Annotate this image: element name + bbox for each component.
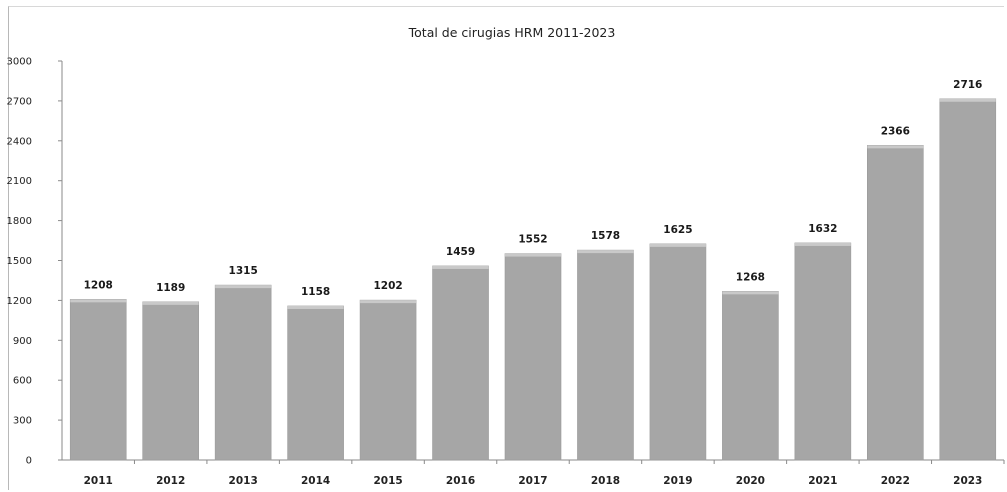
- bar-top-edge-2015: [360, 300, 417, 304]
- bar-2023: [939, 98, 997, 461]
- x-tick-label: 2011: [84, 475, 113, 487]
- bar-2016: [432, 265, 489, 461]
- chart-frame: [8, 6, 1004, 490]
- bar-2014: [287, 305, 344, 461]
- data-label-2011: 1208: [84, 279, 113, 291]
- y-tick-label: 2400: [7, 136, 32, 147]
- bar-top-edge-2013: [215, 285, 272, 289]
- x-tick-label: 2018: [591, 475, 620, 487]
- data-label-2016: 1459: [446, 246, 475, 258]
- bar-2012: [142, 301, 199, 461]
- y-tick-label: 1200: [7, 296, 32, 307]
- bars: [69, 98, 997, 461]
- x-tick-label: 2013: [229, 475, 258, 487]
- bar-top-edge-2023: [939, 98, 996, 102]
- y-tick-label: 2700: [7, 96, 32, 107]
- data-label-2020: 1268: [736, 271, 765, 283]
- y-axis-ticks: 0 300 600 900 1200 1500 1800 2100 2400 2700 3000: [7, 57, 62, 467]
- data-label-2021: 1632: [808, 223, 837, 235]
- bar-2013: [214, 284, 272, 461]
- bar-top-edge-2012: [142, 301, 199, 305]
- y-tick-label: 1500: [7, 256, 32, 267]
- bar-top-edge-2011: [70, 299, 127, 303]
- data-label-2018: 1578: [591, 230, 620, 242]
- bar-top-edge-2020: [722, 291, 779, 295]
- y-tick-label: 900: [13, 336, 32, 347]
- x-tick-label: 2021: [808, 475, 837, 487]
- y-tick-label: 2100: [7, 176, 32, 187]
- x-tick-label: 2014: [301, 475, 330, 487]
- x-axis-ticks: 2011 2012 2013 2014 2015 2016 2017 2018 2019 2020…: [84, 460, 1005, 487]
- y-tick-label: 600: [13, 376, 32, 387]
- bar-top-edge-2016: [432, 265, 489, 269]
- x-tick-label: 2017: [518, 475, 547, 487]
- data-label-2022: 2366: [881, 125, 910, 137]
- bar-top-edge-2019: [649, 243, 706, 247]
- bar-top-edge-2021: [794, 242, 851, 246]
- x-tick-label: 2015: [373, 475, 402, 487]
- x-tick-label: 2019: [663, 475, 692, 487]
- chart-title: Total de cirugias HRM 2011-2023: [408, 25, 616, 40]
- bar-2022: [867, 145, 924, 461]
- bar-2015: [359, 299, 417, 461]
- bar-2021: [794, 242, 852, 461]
- x-tick-label: 2023: [953, 475, 982, 487]
- bar-2017: [504, 253, 562, 461]
- x-tick-label: 2022: [881, 475, 910, 487]
- y-tick-label: 3000: [7, 57, 32, 68]
- bar-top-edge-2022: [867, 145, 924, 149]
- data-label-2023: 2716: [953, 79, 982, 91]
- x-tick-label: 2016: [446, 475, 475, 487]
- x-tick-label: 2020: [736, 475, 765, 487]
- bar-top-edge-2017: [505, 253, 561, 257]
- y-tick-label: 300: [13, 416, 32, 427]
- data-label-2015: 1202: [373, 280, 402, 292]
- x-tick-label: 2012: [156, 475, 185, 487]
- y-tick-label: 1800: [7, 216, 32, 227]
- bar-2018: [577, 249, 634, 461]
- data-label-2012: 1189: [156, 282, 185, 294]
- y-tick-label: 0: [26, 456, 32, 467]
- bar-top-edge-2018: [577, 250, 634, 254]
- data-label-2019: 1625: [663, 224, 692, 236]
- bar-2011: [69, 299, 127, 461]
- bar-2019: [649, 243, 707, 461]
- data-label-2014: 1158: [301, 286, 330, 298]
- bar-2020: [722, 291, 779, 461]
- data-label-2017: 1552: [518, 234, 547, 246]
- data-labels: 1208 1189 1315 1158 1202 1459 1552 1578 1625 1268…: [84, 79, 983, 298]
- data-label-2013: 1315: [229, 265, 258, 277]
- bar-top-edge-2014: [287, 305, 344, 309]
